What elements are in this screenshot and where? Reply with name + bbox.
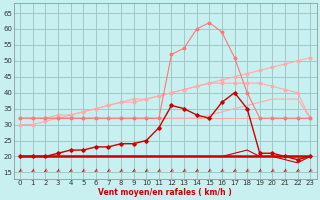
X-axis label: Vent moyen/en rafales ( km/h ): Vent moyen/en rafales ( km/h ) <box>98 188 232 197</box>
